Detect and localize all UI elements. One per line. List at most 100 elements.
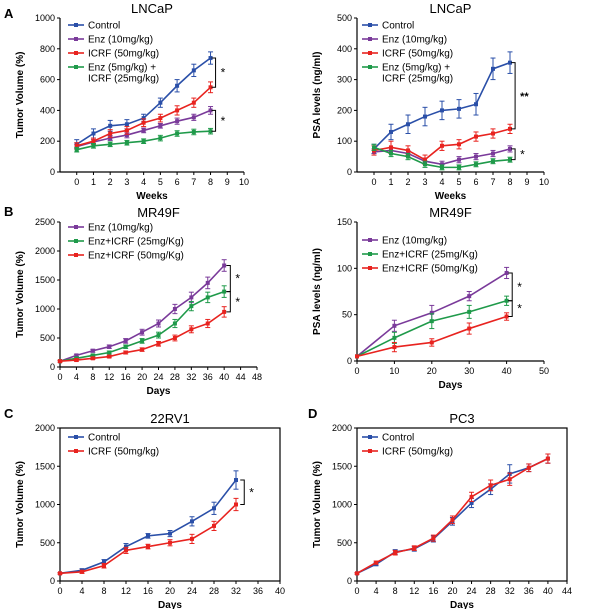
series-red: [74, 81, 214, 150]
x-tick-label: 20: [427, 366, 437, 376]
data-point: [168, 531, 172, 536]
data-point: [124, 548, 128, 553]
x-tick-label: 3: [124, 177, 129, 187]
legend-marker: [74, 225, 78, 229]
legend-marker: [368, 37, 372, 41]
x-tick-label: 2: [108, 177, 113, 187]
y-tick-label: 500: [40, 538, 55, 548]
x-tick-label: 8: [208, 177, 213, 187]
y-tick-label: 0: [347, 356, 352, 366]
x-tick-label: 16: [121, 372, 131, 382]
data-point: [423, 114, 427, 119]
x-tick-label: 0: [57, 586, 62, 596]
significance-star: *: [249, 485, 254, 499]
data-point: [172, 321, 177, 326]
data-point: [124, 128, 129, 133]
data-point: [158, 123, 163, 128]
significance-bracket: *: [511, 147, 525, 161]
chart-title: MR49F: [429, 205, 472, 220]
y-tick-label: 50: [342, 310, 352, 320]
legend-label: ICRF (50mg/kg): [382, 49, 453, 60]
data-point: [189, 304, 194, 309]
legend-label: Control: [88, 21, 120, 32]
data-point: [74, 143, 79, 148]
x-tick-label: 8: [393, 586, 398, 596]
y-tick-label: 0: [50, 362, 55, 372]
y-tick-label: 1500: [35, 461, 55, 471]
data-point: [140, 338, 145, 343]
data-point: [107, 350, 112, 355]
chart-title: 22RV1: [150, 411, 190, 426]
x-tick-label: 20: [165, 586, 175, 596]
significance-bracket: *: [211, 57, 226, 88]
data-point: [393, 550, 398, 555]
x-tick-label: 5: [158, 177, 163, 187]
x-tick-label: 44: [236, 372, 246, 382]
x-tick-label: 7: [490, 177, 495, 187]
y-tick-label: 0: [347, 576, 352, 586]
x-tick-label: 8: [101, 586, 106, 596]
y-tick-label: 2000: [35, 423, 55, 433]
chart-b2: 0 10 20 30 40 50 0 50 100 150 MR49F Days PSA levels …: [312, 205, 549, 391]
bracket-line: [511, 148, 516, 161]
data-point: [102, 563, 106, 568]
x-tick-label: 16: [143, 586, 153, 596]
data-point: [406, 148, 410, 153]
data-point: [429, 310, 434, 315]
x-tick-label: 0: [354, 586, 359, 596]
data-point: [526, 465, 531, 470]
x-tick-label: 40: [502, 366, 512, 376]
data-point: [389, 129, 393, 134]
data-point: [469, 494, 474, 499]
data-point: [212, 506, 216, 511]
panel-label-c: C: [4, 406, 14, 421]
data-point: [508, 60, 512, 65]
data-point: [140, 347, 145, 352]
x-tick-label: 36: [253, 586, 263, 596]
x-tick-label: 28: [486, 586, 496, 596]
data-point: [140, 330, 145, 335]
data-point: [474, 102, 478, 107]
legend-marker: [368, 65, 372, 69]
legend-label: ICRF (25mg/kg): [88, 74, 159, 85]
data-point: [108, 123, 113, 128]
y-tick-label: 500: [337, 13, 352, 23]
x-tick-label: 3: [422, 177, 427, 187]
x-tick-label: 1: [91, 177, 96, 187]
data-point: [175, 108, 180, 113]
legend-marker: [74, 23, 78, 27]
y-axis-label: Tumor Volume (%): [15, 251, 26, 338]
series-blue: [57, 470, 239, 576]
data-point: [141, 139, 146, 144]
y-tick-label: 150: [337, 217, 352, 227]
data-point: [124, 133, 129, 138]
y-tick-label: 2500: [35, 217, 55, 227]
x-tick-label: 12: [409, 586, 419, 596]
x-tick-label: 10: [389, 366, 399, 376]
y-tick-label: 0: [347, 167, 352, 177]
x-tick-label: 32: [505, 586, 515, 596]
x-tick-label: 2: [405, 177, 410, 187]
legend-marker: [368, 435, 372, 439]
legend-label: Enz+ICRF (25mg/Kg): [88, 237, 184, 248]
data-point: [191, 129, 196, 134]
data-point: [355, 354, 359, 359]
y-axis-label: Tumor Volume (%): [15, 461, 26, 548]
y-tick-label: 100: [337, 136, 352, 146]
data-point: [392, 323, 397, 328]
legend-marker: [368, 449, 372, 453]
data-point: [156, 333, 161, 338]
data-point: [508, 126, 512, 131]
data-point: [80, 569, 84, 574]
data-point: [504, 270, 509, 275]
data-point: [191, 115, 196, 120]
data-point: [146, 533, 150, 538]
x-tick-label: 8: [90, 372, 95, 382]
x-tick-label: 28: [170, 372, 180, 382]
series-red: [354, 453, 551, 576]
data-point: [175, 119, 180, 124]
bracket-line: [508, 300, 513, 318]
significance-bracket: *: [226, 265, 240, 293]
legend-label: Control: [88, 433, 120, 444]
legend-label: ICRF (50mg/kg): [88, 49, 159, 60]
